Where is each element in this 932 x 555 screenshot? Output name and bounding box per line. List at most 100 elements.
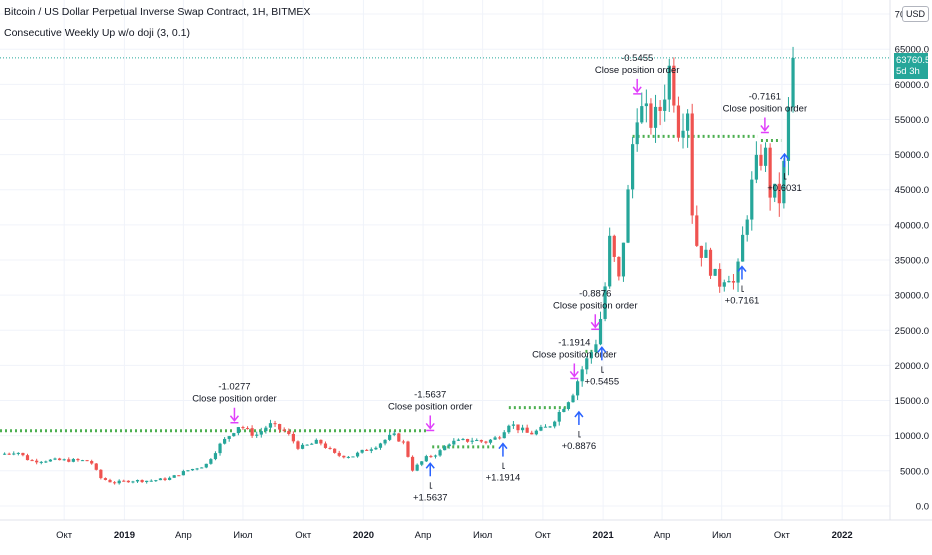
x-tick-label: Окт [774,530,791,541]
candle [71,458,75,462]
candle [672,65,676,106]
entry-arrow-icon [737,265,747,272]
exit-profit-label: -0.5455 [621,53,653,64]
candle [681,130,685,138]
candle [791,57,795,107]
candle [44,461,48,463]
exit-order-label: Close position order [532,349,617,360]
candle [557,412,561,422]
entry-tick-icon [429,482,433,489]
candle [663,99,667,111]
candle [76,458,80,461]
candle [773,183,777,198]
candle [236,427,240,434]
candle [67,459,71,462]
exit-order-label: Close position order [723,104,808,115]
candle [195,468,199,470]
candle [516,424,520,431]
y-tick-label: 50000.0 [895,150,929,161]
candle [731,281,736,283]
candle [328,447,332,449]
x-tick-label: Апр [175,530,192,541]
candle [410,456,415,471]
candle [310,443,314,445]
candle [213,453,218,460]
candle [250,428,254,436]
candle [695,215,699,246]
candle [181,471,185,476]
candle [62,459,66,461]
candle [337,452,341,456]
candle [264,427,268,432]
x-tick-label: Окт [295,530,312,541]
candle [2,453,7,455]
candle [273,423,277,425]
candle [470,440,474,442]
exit-profit-label: -0.8876 [579,288,611,299]
candle [355,452,360,457]
exit-marker: Close position order-0.8876 [553,288,638,331]
x-tick-label: 2019 [114,530,135,541]
currency-button[interactable]: USD [902,6,930,22]
candle [745,219,749,235]
candle [465,438,470,442]
exit-marker: Close position order-1.5637 [388,389,473,432]
candle [397,433,401,442]
candle [145,480,149,483]
entry-arrow-icon [425,462,435,469]
entry-marker: +0.5455 [585,346,620,387]
candle [401,441,406,443]
candle [305,444,309,446]
candle [30,460,34,462]
exit-profit-label: -1.5637 [414,389,446,400]
y-tick-label: 35000.0 [895,256,929,267]
entry-marker: +1.5637 [413,462,448,503]
exit-arrow-icon [569,370,579,378]
candle [172,475,176,478]
entry-profit-label: +0.8876 [562,441,597,452]
candle [461,438,465,440]
candle [149,480,153,482]
x-tick-label: Окт [56,530,73,541]
candle [406,441,410,457]
candle [603,286,607,319]
entry-profit-label: +0.7161 [725,296,760,307]
candle [168,477,172,480]
candle [333,448,337,453]
exit-order-label: Close position order [388,401,473,412]
candle [374,447,378,450]
candle [186,470,190,472]
x-tick-label: Июл [473,530,492,541]
y-tick-label: 5000.0 [900,466,929,477]
x-tick-label: Апр [415,530,432,541]
entry-arrow-icon [779,152,790,160]
entry-arrow-icon [597,346,607,353]
candle [163,478,167,480]
candle [360,449,364,453]
candle [429,456,433,458]
candle [713,268,717,276]
candle [177,475,181,477]
candle [80,460,85,462]
y-tick-label: 0.0 [916,501,929,512]
entry-profit-label: +0.5455 [585,376,620,387]
exit-marker: Close position order-1.0277 [192,382,277,424]
candle [278,424,282,430]
candle [736,261,740,283]
candle [323,443,328,448]
entry-arrow-icon [498,442,508,450]
y-tick-label: 55000.0 [895,115,929,126]
candle [493,437,497,440]
last-price-value: 63760.5 [896,55,931,66]
candle [154,480,158,482]
candle [369,449,373,451]
candle [548,426,552,428]
candle [259,431,263,435]
x-tick-label: 2021 [593,530,615,541]
exit-arrow-icon [590,321,600,329]
candle [53,458,57,460]
candle [300,444,305,449]
candle [415,464,419,471]
